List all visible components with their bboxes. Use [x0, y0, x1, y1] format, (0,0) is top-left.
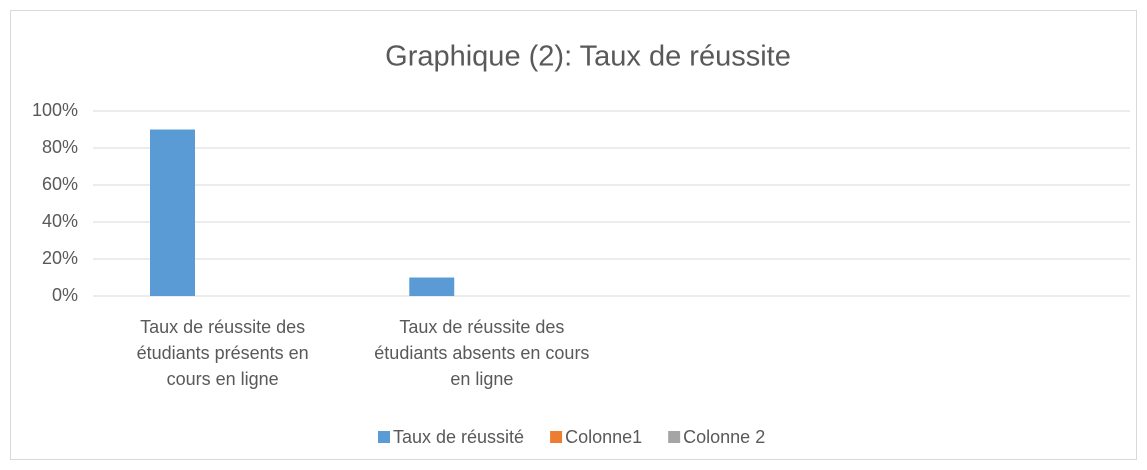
y-tick-label: 40% — [42, 211, 78, 231]
x-tick-label: Taux de réussite des étudiants présents … — [136, 317, 314, 389]
y-tick-label: 20% — [42, 248, 78, 268]
y-tick-label: 80% — [42, 137, 78, 157]
legend-swatch — [378, 431, 390, 443]
legend-swatch — [550, 431, 563, 443]
bar — [150, 129, 195, 296]
chart-border — [10, 10, 1137, 460]
y-tick-label: 60% — [42, 174, 78, 194]
legend-label: Colonne1 — [565, 427, 642, 447]
legend-label: Colonne 2 — [683, 427, 765, 447]
legend-label: Taux de réussité — [393, 427, 524, 447]
y-tick-label: 0% — [52, 285, 78, 305]
x-tick-label: Taux de réussite des étudiants absents e… — [374, 317, 590, 389]
bar — [409, 277, 455, 296]
legend-swatch — [668, 431, 681, 443]
chart-title: Graphique (2): Taux de réussite — [385, 41, 791, 73]
y-tick-label: 100% — [32, 100, 78, 120]
